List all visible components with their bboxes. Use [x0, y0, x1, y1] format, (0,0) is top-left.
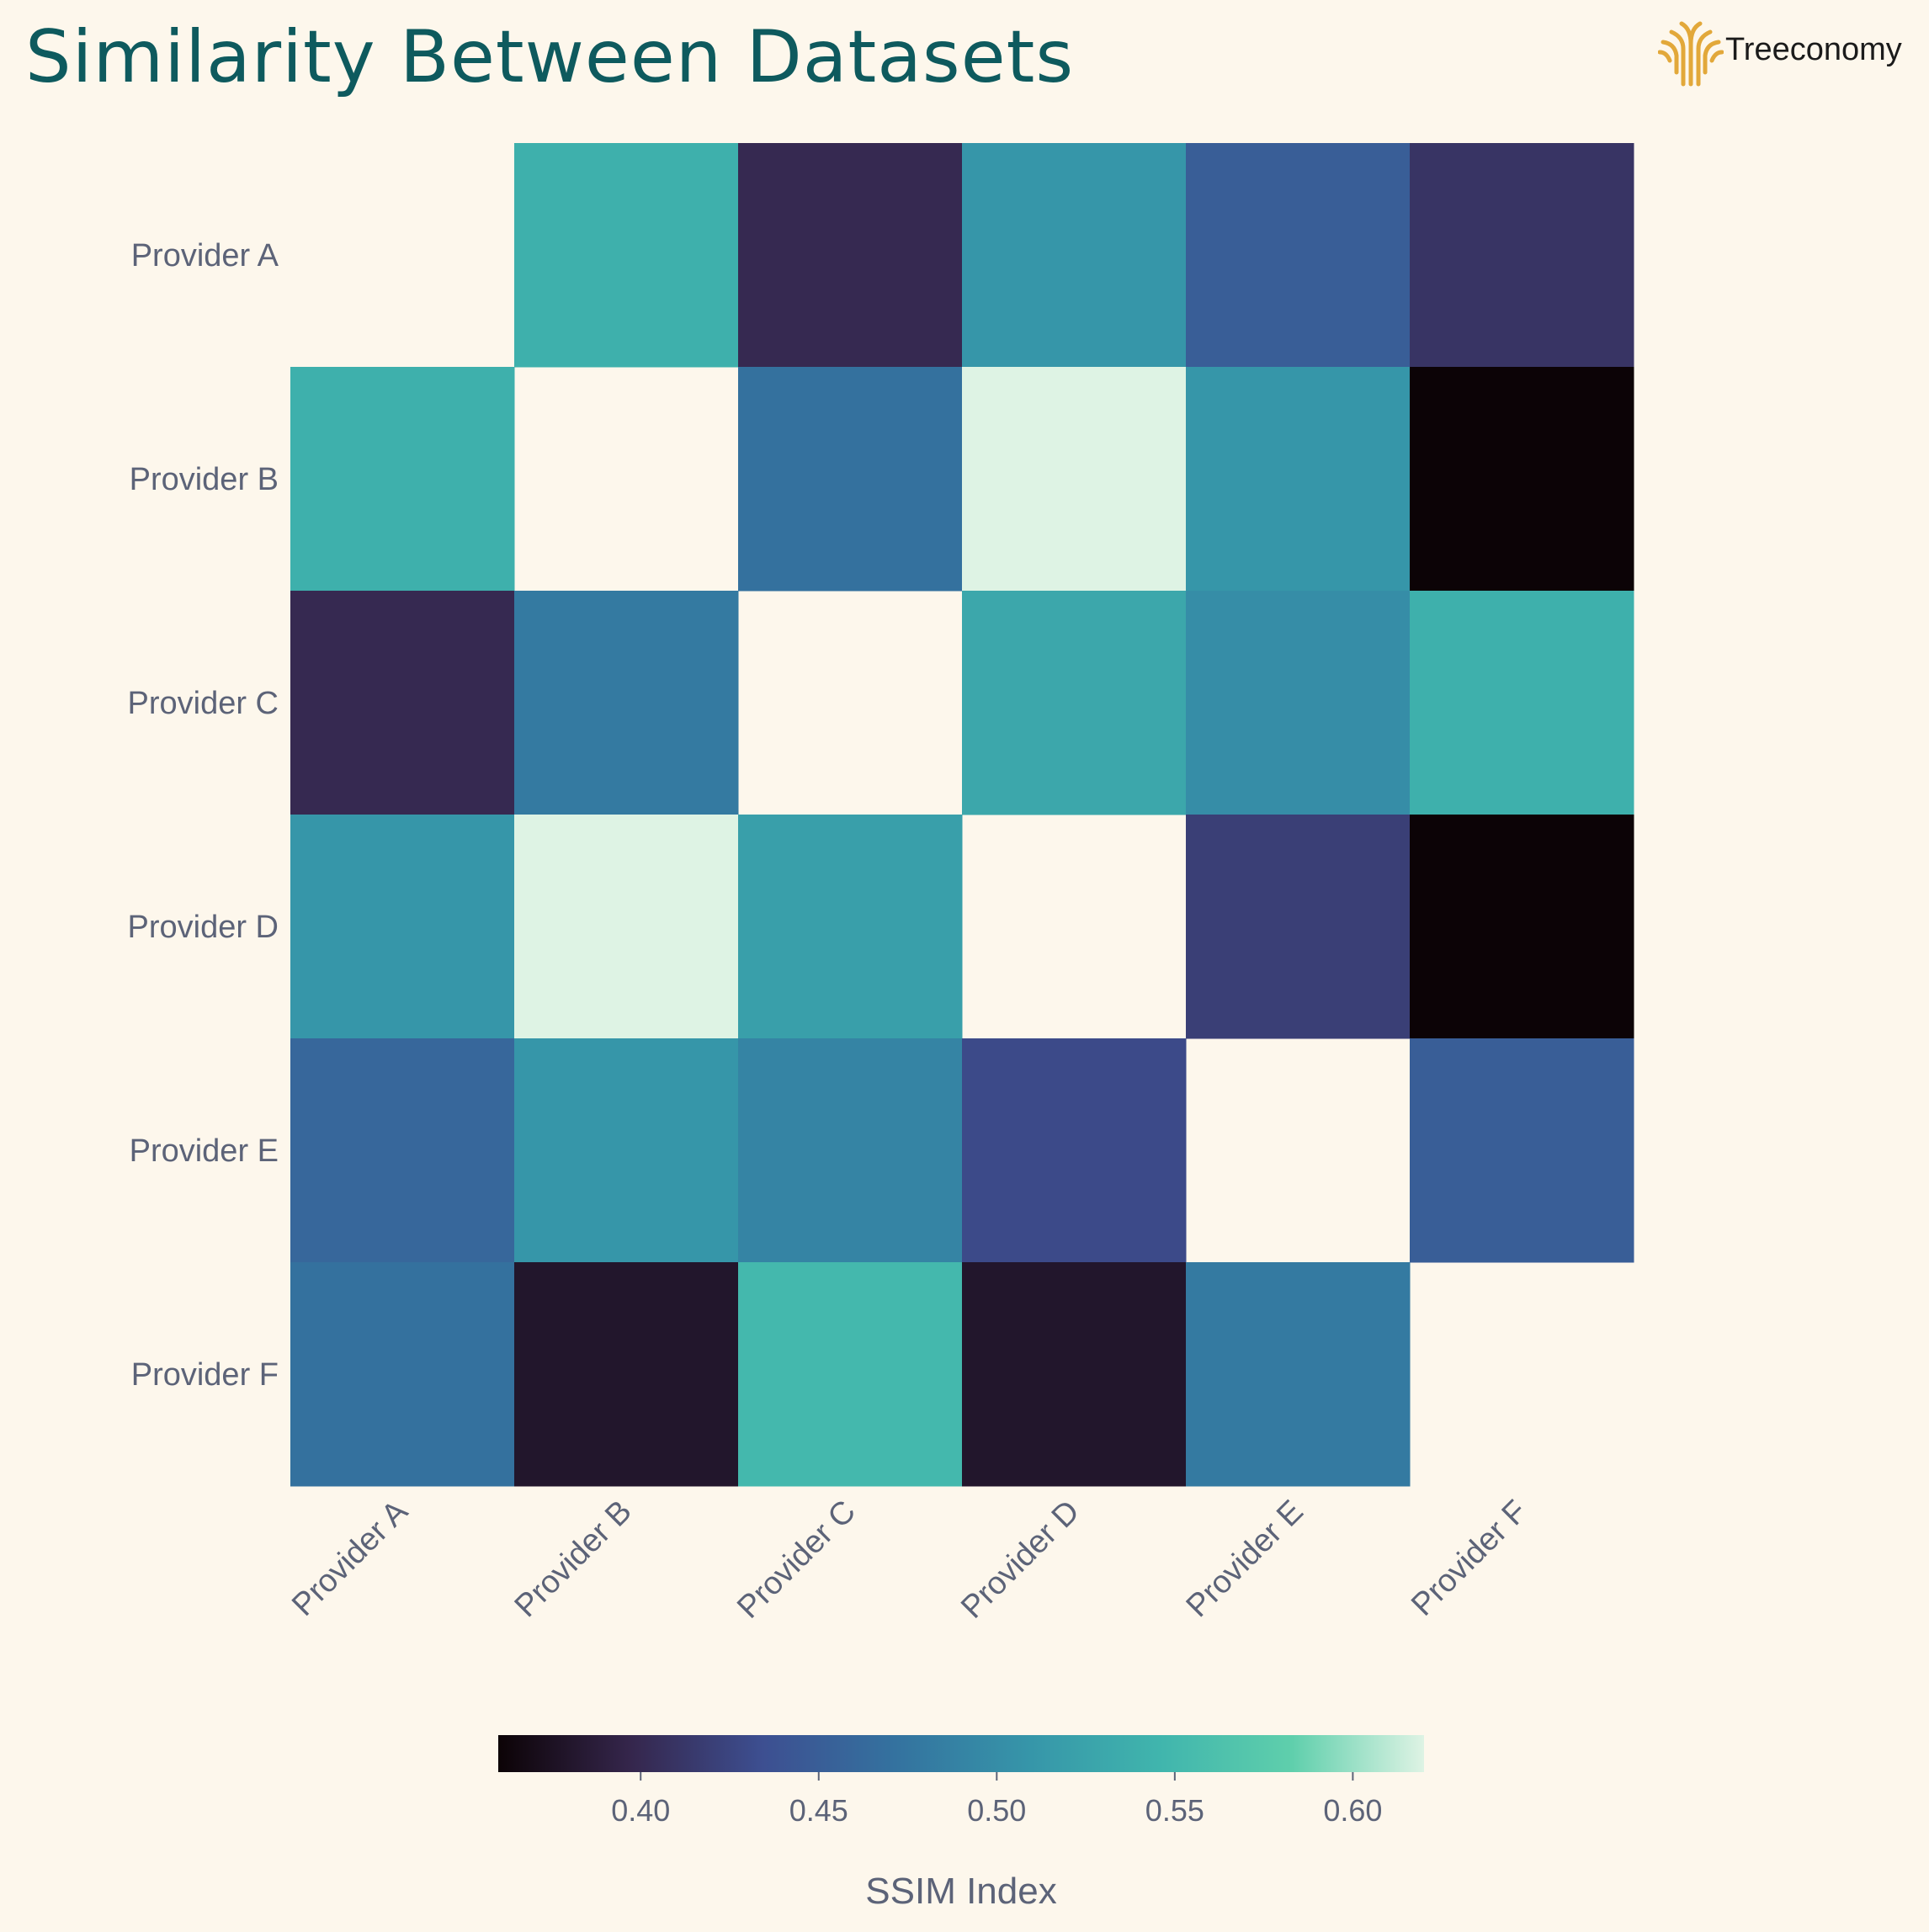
heatmap-cell: [514, 143, 739, 368]
column-labels: Provider A Provider B Provider C Provider D…: [285, 1494, 1534, 1626]
heatmap-cell: [962, 591, 1187, 815]
treeconomy-logo: Treeconomy: [1657, 19, 1910, 94]
column-label: Provider F: [1405, 1494, 1534, 1623]
heatmap-cell: [1410, 591, 1634, 815]
heatmap-cell: [290, 815, 515, 1039]
heatmap-cell: [290, 1038, 515, 1263]
heatmap-cell: [1410, 143, 1634, 368]
row-label: Provider D: [128, 910, 279, 945]
heatmap-cell: [1186, 815, 1411, 1039]
colorbar-tick-label: 0.40: [611, 1793, 670, 1828]
heatmap-cell: [290, 1262, 515, 1487]
tree-logo-icon: [1657, 21, 1724, 87]
colorbar-tick-label: 0.55: [1145, 1793, 1204, 1828]
heatmap-cell: [962, 1038, 1187, 1263]
heatmap-cell: [1186, 143, 1411, 368]
colorbar-label: SSIM Index: [865, 1871, 1056, 1912]
heatmap-cell: [962, 143, 1187, 368]
heatmap-cell: [1186, 1262, 1411, 1487]
heatmap-cell: [1410, 367, 1634, 592]
heatmap-cell: [514, 815, 739, 1039]
colorbar-tick-label: 0.45: [789, 1793, 848, 1828]
colorbar-tick-label: 0.50: [967, 1793, 1026, 1828]
heatmap-cells: [290, 143, 1634, 1487]
column-label: Provider E: [1180, 1494, 1310, 1624]
row-label: Provider F: [131, 1357, 279, 1393]
heatmap-cell: [1410, 815, 1634, 1039]
row-labels: Provider A Provider B Provider C Provider D…: [128, 238, 279, 1393]
heatmap-cell: [514, 1262, 739, 1487]
column-label: Provider C: [731, 1494, 863, 1626]
column-label: Provider B: [508, 1494, 639, 1624]
heatmap-cell: [962, 367, 1187, 592]
heatmap-cell: [738, 367, 963, 592]
page-title: Similarity Between Datasets: [25, 15, 1075, 99]
heatmap-cell: [290, 367, 515, 592]
row-label: Provider C: [128, 686, 279, 721]
heatmap-cell: [962, 1262, 1187, 1487]
column-label: Provider D: [954, 1494, 1087, 1626]
heatmap-cell: [514, 591, 739, 815]
column-label: Provider A: [285, 1494, 415, 1623]
colorbar-tick-label: 0.60: [1323, 1793, 1382, 1828]
heatmap-cell: [514, 1038, 739, 1263]
colorbar-ticks: 0.40 0.45 0.50 0.55 0.60: [611, 1772, 1382, 1828]
heatmap-cell: [738, 1038, 963, 1263]
heatmap-cell: [1410, 1038, 1634, 1263]
row-label: Provider E: [130, 1133, 279, 1169]
colorbar: 0.40 0.45 0.50 0.55 0.60 SSIM Index: [498, 1735, 1424, 1912]
logo-wordmark: Treeconomy: [1725, 32, 1902, 67]
row-label: Provider B: [130, 462, 279, 497]
row-label: Provider A: [131, 238, 279, 273]
colorbar-gradient: [498, 1735, 1424, 1772]
heatmap-cell: [738, 143, 963, 368]
heatmap-cell: [1186, 591, 1411, 815]
heatmap-cell: [1186, 367, 1411, 592]
heatmap-cell: [738, 1262, 963, 1487]
heatmap-cell: [738, 815, 963, 1039]
heatmap-cell: [290, 591, 515, 815]
